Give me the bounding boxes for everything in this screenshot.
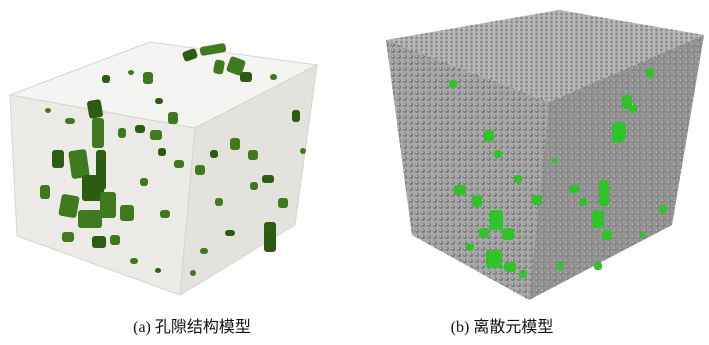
pore-cluster [118,128,126,138]
cube-right-face [179,64,318,296]
highlighted-particle-cluster [532,195,542,205]
pore-cluster [62,232,74,242]
panel-pore-structure-model: (a) 孔隙结构模型 [0,0,354,345]
highlighted-particle-cluster [514,175,522,183]
pore-structure-cube [8,41,319,296]
pore-cluster [240,72,252,82]
pore-cluster [168,112,178,124]
pore-clusters [40,43,306,276]
highlighted-particle-cluster [484,130,494,142]
pore-cluster [120,205,134,221]
pore-cluster [230,138,240,150]
highlighted-particle-cluster [594,262,602,270]
pore-cluster [52,150,64,168]
pore-cluster [182,48,198,62]
pore-cluster [226,56,246,76]
pore-cluster [87,99,103,119]
pore-cluster [100,192,116,218]
dem-cube [386,10,704,300]
highlighted-particle-cluster [646,68,654,78]
caption-a: (a) 孔隙结构模型 [133,319,251,336]
highlighted-particles [449,68,667,278]
pore-cluster [264,222,276,252]
pore-cluster [200,248,208,254]
pore-cluster [110,235,120,245]
pore-cluster [92,118,104,148]
pore-cluster [292,110,300,122]
pore-cluster [68,149,90,179]
highlighted-particle-cluster [486,250,502,268]
highlighted-particle-cluster [454,185,466,195]
highlighted-particle-cluster [504,262,516,272]
pore-cluster [199,43,227,56]
highlighted-particle-cluster [569,185,579,193]
pore-cluster [262,175,274,183]
pore-cluster [96,150,106,190]
panel-discrete-element-model: (b) 离散元模型 [354,0,709,345]
pore-cluster [58,194,80,218]
pore-cluster [300,148,306,154]
pore-cluster [190,270,196,276]
highlighted-particle-cluster [599,180,609,206]
pore-cluster [174,160,184,168]
highlighted-particle-cluster [519,270,527,278]
highlighted-particle-cluster [449,80,457,88]
pore-cluster [140,178,148,186]
highlighted-particle-cluster [466,243,474,251]
pore-cluster [213,59,225,75]
highlighted-particle-cluster [612,135,622,143]
highlighted-particle-cluster [622,95,632,109]
dem-top-face-texture [386,10,704,102]
pore-cluster [130,258,138,264]
pore-cluster [195,165,205,175]
pore-cluster [128,70,134,75]
pore-cluster [150,130,162,140]
pore-cluster [215,198,223,206]
caption-b: (b) 离散元模型 [450,319,554,336]
pore-cluster [65,118,75,124]
pore-cluster [160,210,170,218]
pore-cluster [248,150,258,160]
pore-cluster [250,182,258,190]
highlighted-particle-cluster [479,228,489,238]
highlighted-particle-cluster [556,262,564,270]
highlighted-particle-cluster [502,228,514,240]
highlighted-particle-cluster [592,210,604,228]
highlighted-particle-cluster [472,195,482,207]
highlighted-particle-cluster [639,232,645,238]
highlighted-particle-cluster [659,205,667,213]
pore-cluster [210,150,218,158]
pore-cluster [135,125,145,133]
pore-cluster [270,74,277,80]
highlighted-particle-cluster [579,198,587,206]
highlighted-particle-cluster [489,210,503,230]
pore-cluster [278,198,288,208]
pore-cluster [225,230,235,236]
pore-cluster [40,185,50,199]
pore-cluster [92,236,106,248]
pore-cluster [158,148,166,156]
pore-cluster [155,268,161,273]
highlighted-particle-cluster [494,150,502,158]
pore-cluster [143,72,153,84]
pore-cluster [102,75,110,83]
pore-cluster [78,210,102,228]
highlighted-particle-cluster [552,158,558,164]
pore-cluster [45,108,51,113]
dem-right-face-texture [529,35,704,300]
pore-cluster [155,98,163,104]
highlighted-particle-cluster [602,230,612,240]
